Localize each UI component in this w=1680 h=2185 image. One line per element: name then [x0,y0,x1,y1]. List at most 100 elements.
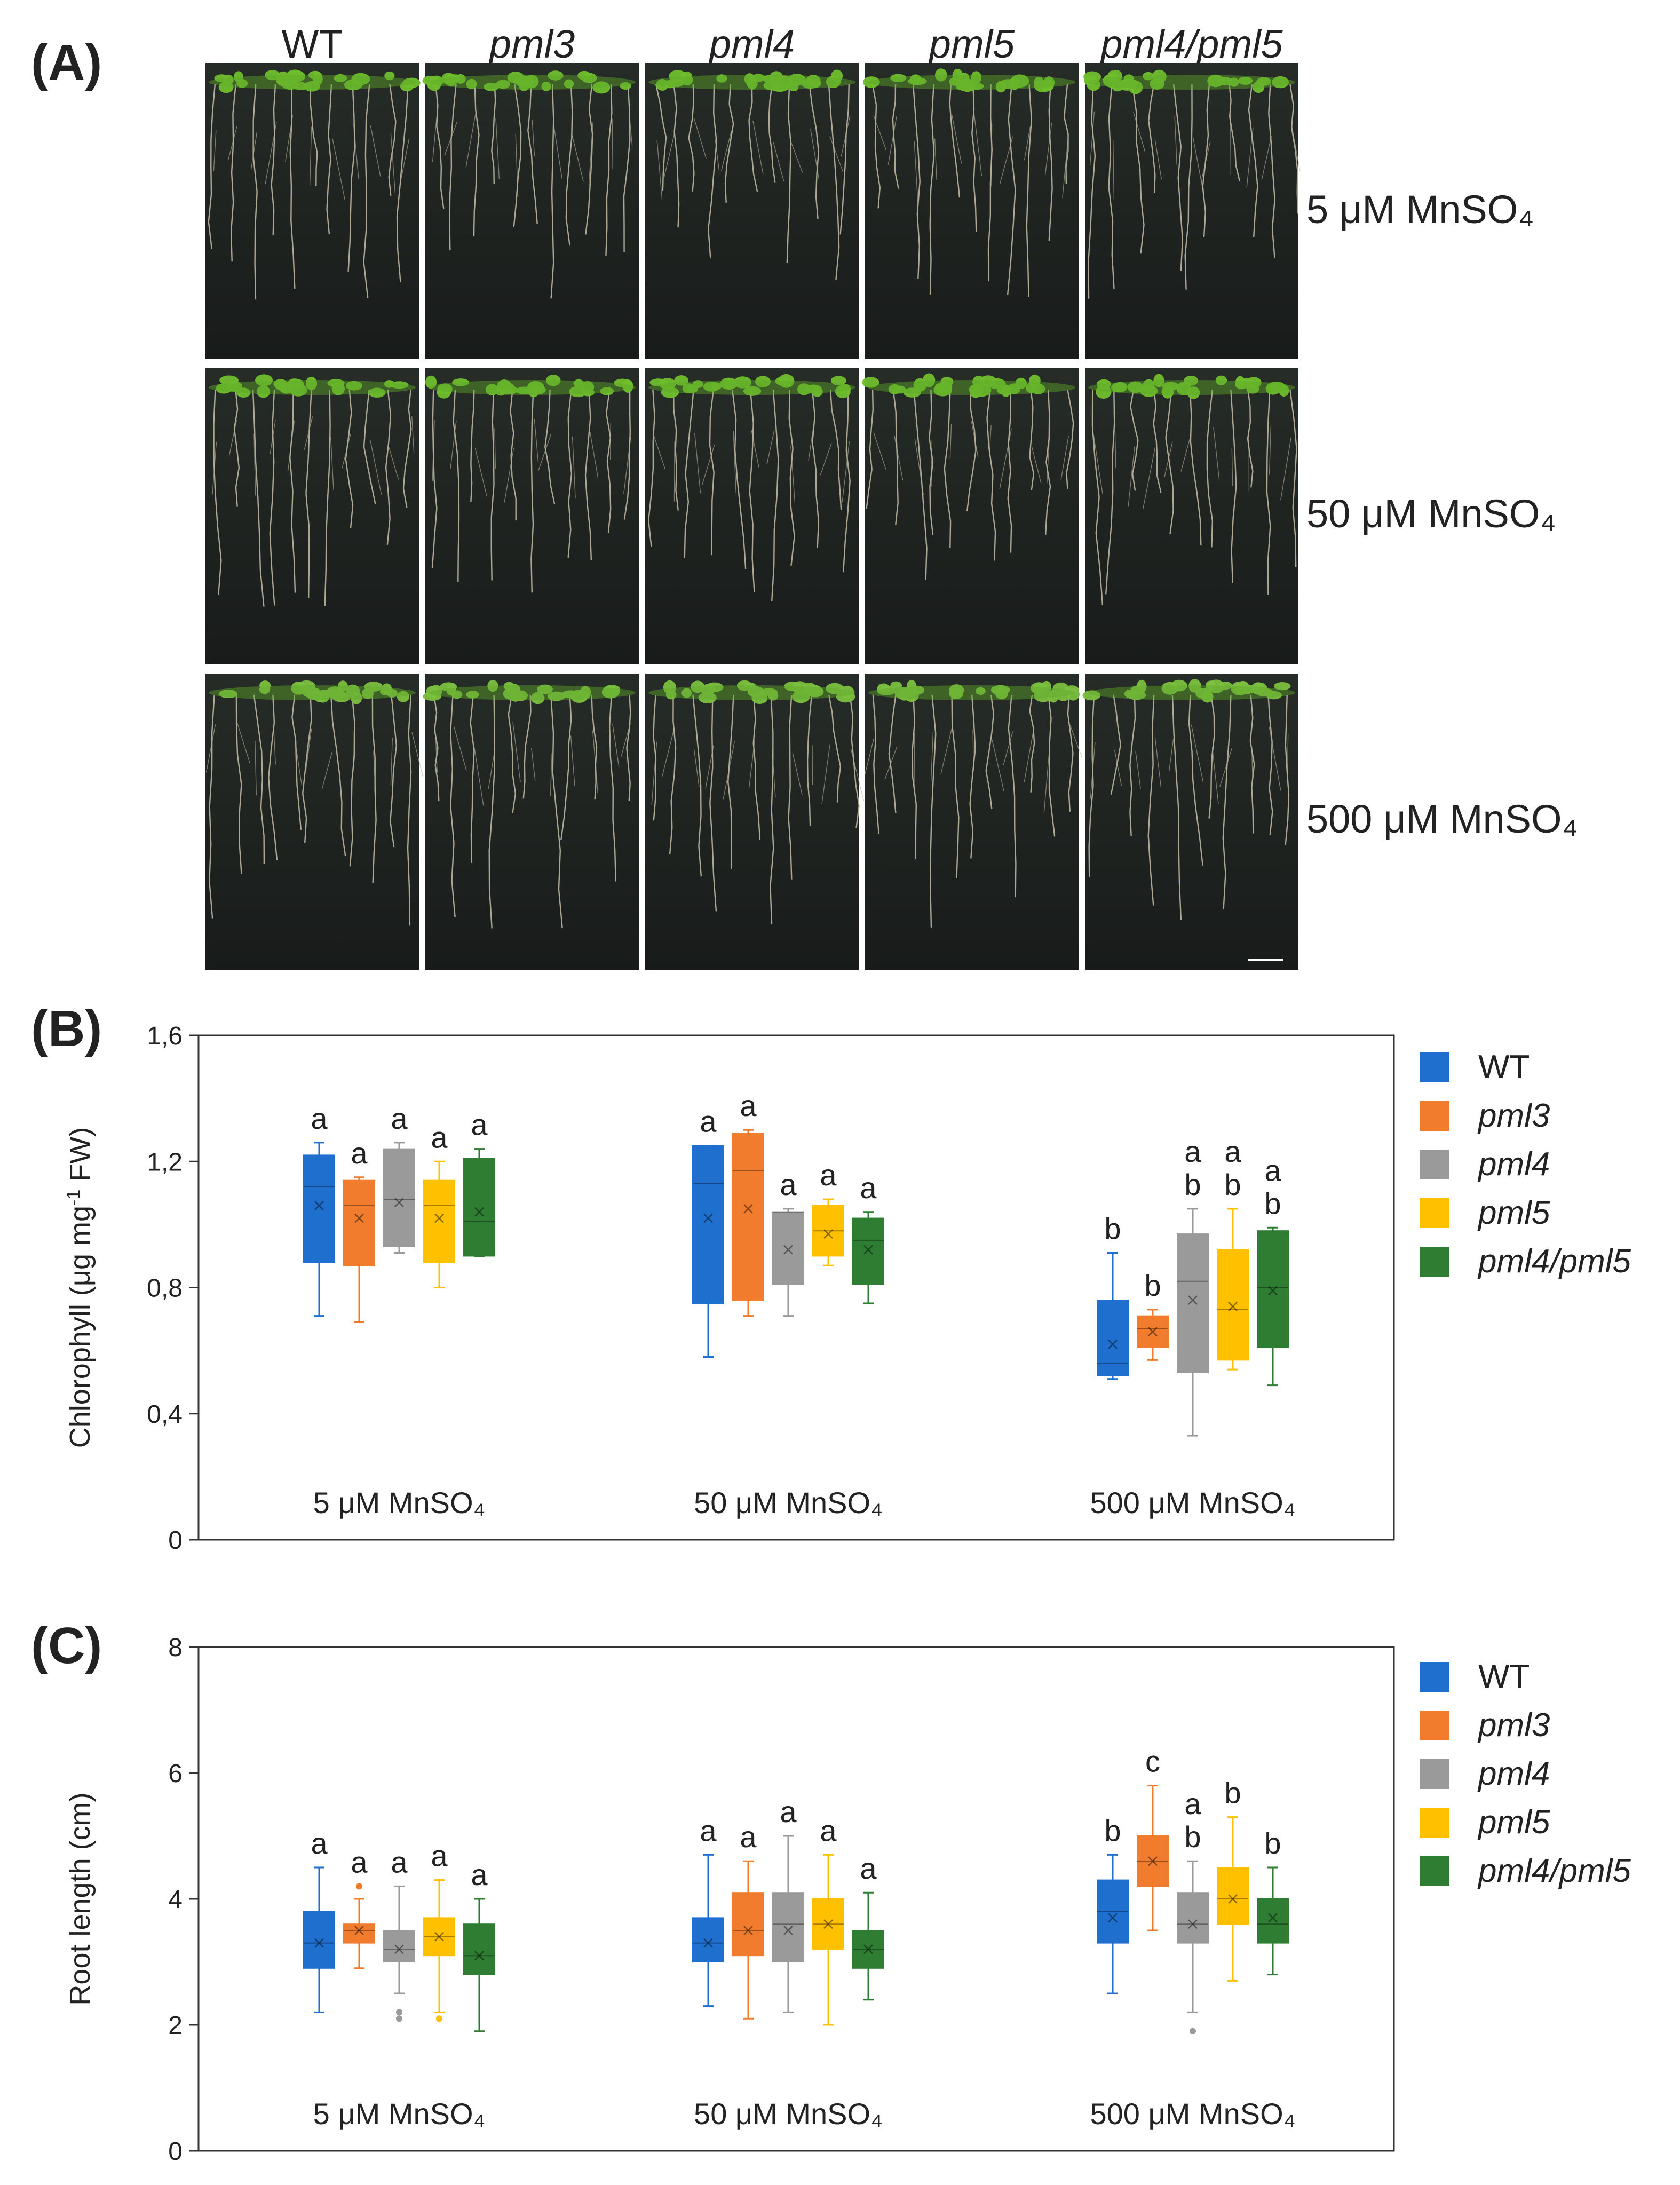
legend-swatch [1420,1150,1449,1179]
outlier-point [396,2009,402,2016]
box-body [343,1179,375,1266]
box-mean-marker [783,1245,793,1255]
significance-letter: b [1224,1168,1241,1201]
legend-swatch [1420,1759,1449,1789]
significance-letter: a [351,1845,368,1879]
box-pml3-group-3: c [1137,1745,1169,1931]
row-label-2: 50 μM MnSO₄ [1306,492,1556,536]
box-WT-group-3: b [1097,1814,1129,1994]
significance-letter: a [1184,1787,1201,1820]
box-mean-marker [743,1204,753,1214]
significance-letter: a [351,1136,368,1170]
plate-image-r2-c1 [205,368,419,664]
box-pml4-pml5-group-2: a [852,1171,884,1304]
box-body [692,1917,724,1962]
plate-image-r3-c3 [645,674,865,970]
significance-letter: a [820,1158,837,1192]
box-mean-marker [314,1938,324,1948]
legend-swatch [1420,1808,1449,1838]
box-body [1217,1867,1249,1925]
box-body [463,1923,495,1975]
legend-label: pml5 [1477,1804,1550,1841]
box-mean-marker [1268,1913,1278,1923]
outlier-point [1190,2028,1196,2034]
box-mean-marker [1148,1856,1158,1866]
panel-label: (C) [31,1617,102,1674]
y-tick-label: 2 [168,2012,183,2040]
significance-letter: c [1145,1745,1160,1778]
significance-letter: a [471,1108,488,1142]
legend-swatch [1420,1198,1449,1228]
legend: WT pml3 pml4 pml5 pml4/pml5 [1420,1049,1631,1280]
box-mean-marker [1188,1919,1198,1929]
box-WT-group-1: a [303,1102,335,1317]
panel-a-label: (A) [31,34,102,91]
box-body [1137,1835,1169,1887]
column-label-3: pml4 [708,22,795,66]
box-mean-marker [1108,1913,1118,1923]
column-label-5: pml4/pml5 [1099,22,1283,66]
legend-label: pml5 [1477,1194,1550,1231]
box-pml4-group-2: a [772,1795,804,2013]
plate-image-r1-c1 [205,63,421,359]
box-body [772,1211,804,1285]
legend-label: pml3 [1477,1707,1550,1744]
significance-letter: b [1104,1814,1121,1847]
legend-label: pml4 [1477,1755,1550,1792]
box-mean-marker [1148,1327,1158,1337]
box-WT-group-2: a [692,1105,724,1358]
significance-letter: a [431,1120,448,1154]
box-body [423,1179,455,1263]
box-body [1177,1233,1209,1373]
group-label-2: 50 μM MnSO₄ [694,1486,883,1519]
significance-letter: a [1184,1135,1201,1168]
box-body [812,1898,844,1950]
significance-letter: b [1264,1186,1281,1220]
significance-letter: a [1264,1153,1281,1187]
box-mean-marker [1228,1894,1238,1904]
significance-letter: b [1184,1820,1201,1854]
significance-letter: b [1104,1212,1121,1246]
y-axis-label: Chlorophyll (μg mg-1 FW) [64,1127,96,1448]
box-pml5-group-2: a [812,1158,844,1266]
plate-image-r3-c4 [864,674,1083,970]
box-mean-marker [783,1926,793,1935]
box-mean-marker [1268,1286,1278,1296]
legend-swatch [1420,1711,1449,1740]
box-mean-marker [1108,1339,1118,1349]
row-label-3: 500 μM MnSO₄ [1306,797,1578,841]
plate-image-r1-c4 [863,63,1079,359]
significance-letter: a [1224,1135,1241,1168]
box-body [1257,1898,1289,1944]
significance-letter: a [391,1845,408,1879]
legend-label: pml4/pml5 [1477,1852,1631,1889]
box-pml4-group-1: a [383,1102,415,1254]
box-body [383,1148,415,1247]
significance-letter: a [311,1102,328,1135]
column-label-1: WT [281,22,343,66]
significance-letter: a [740,1820,757,1854]
box-mean-marker [354,1213,364,1223]
box-pml5-group-2: a [812,1814,844,2026]
group-label-3: 500 μM MnSO₄ [1090,1486,1295,1519]
significance-letter: a [471,1858,488,1891]
box-mean-marker [823,1229,833,1239]
panel-a: (A) WT pml3 pml4 pml5 pml4/pml5 5 μM MnSO₄ 50… [31,22,1578,970]
significance-letter: a [860,1851,877,1885]
legend-swatch [1420,1662,1449,1692]
plot-frame [197,1034,1395,1541]
y-tick-label: 0 [168,2138,183,2166]
box-body [1097,1879,1129,1944]
box-pml4-group-2: a [772,1168,804,1317]
significance-letter: a [860,1171,877,1205]
legend-label: pml4/pml5 [1477,1243,1631,1280]
significance-letter: a [780,1168,797,1201]
box-pml4-pml5-group-3: ab [1257,1153,1289,1387]
box-mean-marker [823,1919,833,1929]
legend-swatch [1420,1247,1449,1277]
box-mean-marker [394,1198,404,1207]
significance-letter: b [1224,1776,1241,1810]
plate-image-r3-c2 [423,674,639,970]
significance-letter: a [780,1795,797,1828]
